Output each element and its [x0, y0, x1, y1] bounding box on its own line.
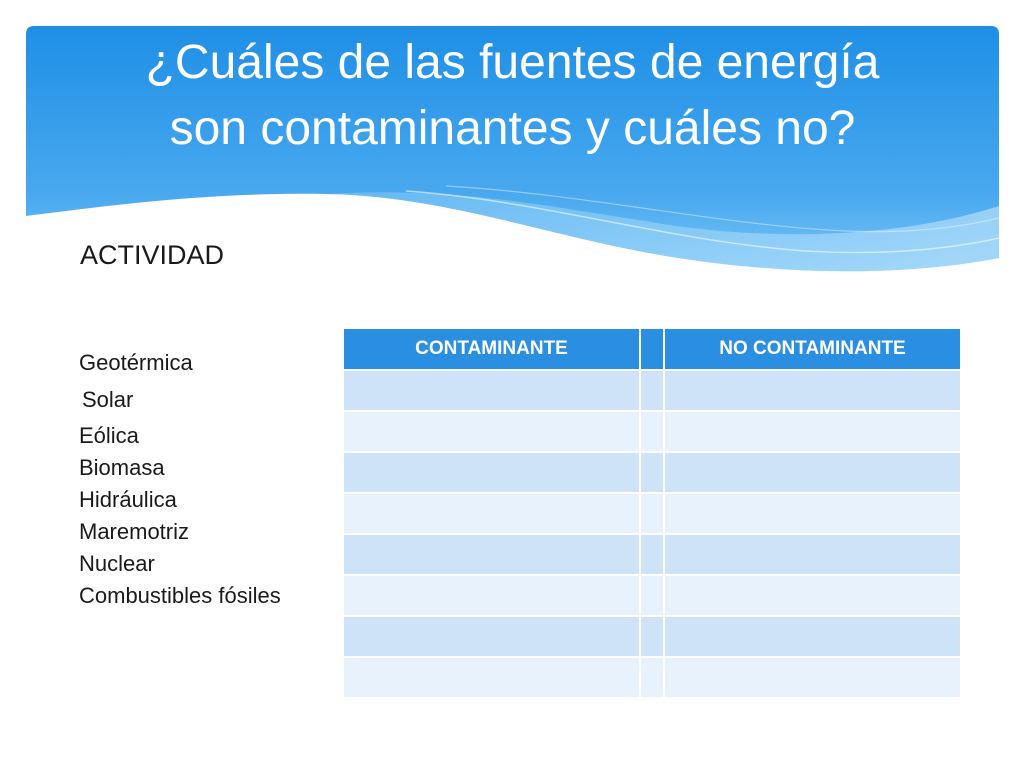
cell-spacer — [641, 576, 663, 615]
table-row — [344, 371, 960, 410]
cell-no-contaminante[interactable] — [665, 617, 960, 656]
cell-contaminante[interactable] — [344, 576, 639, 615]
cell-spacer — [641, 371, 663, 410]
cell-contaminante[interactable] — [344, 617, 639, 656]
title-line-1: ¿Cuáles de las fuentes de energía — [145, 36, 880, 89]
wave-background — [26, 26, 999, 272]
cell-no-contaminante[interactable] — [665, 453, 960, 492]
table-row — [344, 453, 960, 492]
page-title: ¿Cuáles de las fuentes de energía son co… — [26, 30, 999, 162]
header-contaminante: CONTAMINANTE — [344, 329, 639, 369]
table-row — [344, 617, 960, 656]
cell-no-contaminante[interactable] — [665, 535, 960, 574]
list-item: Maremotriz — [79, 519, 190, 544]
header-no-contaminante: NO CONTAMINANTE — [665, 329, 960, 369]
list-item: Hidráulica — [79, 487, 177, 512]
cell-no-contaminante[interactable] — [665, 576, 960, 615]
cell-spacer — [641, 453, 663, 492]
list-item: Biomasa — [79, 455, 165, 480]
cell-spacer — [641, 658, 663, 697]
list-item: Solar — [82, 387, 134, 412]
list-item: Eólica — [79, 423, 139, 448]
cell-spacer — [641, 412, 663, 451]
cell-contaminante[interactable] — [344, 453, 639, 492]
cell-contaminante[interactable] — [344, 412, 639, 451]
list-item: Geotérmica — [79, 350, 193, 375]
cell-spacer — [641, 617, 663, 656]
list-item: Nuclear — [79, 551, 155, 576]
title-line-2: son contaminantes y cuáles no? — [169, 102, 856, 155]
cell-spacer — [641, 494, 663, 533]
table-row — [344, 535, 960, 574]
classification-table: CONTAMINANTE NO CONTAMINANTE — [342, 327, 962, 699]
cell-no-contaminante[interactable] — [665, 371, 960, 410]
table-row — [344, 576, 960, 615]
title-banner — [26, 26, 999, 286]
subtitle: ACTIVIDAD — [80, 240, 225, 270]
cell-no-contaminante[interactable] — [665, 494, 960, 533]
header-spacer — [641, 329, 663, 369]
cell-no-contaminante[interactable] — [665, 412, 960, 451]
cell-no-contaminante[interactable] — [665, 658, 960, 697]
cell-contaminante[interactable] — [344, 494, 639, 533]
cell-spacer — [641, 535, 663, 574]
table-row — [344, 494, 960, 533]
list-item: Combustibles fósiles — [79, 583, 281, 608]
table-row — [344, 658, 960, 697]
table-row — [344, 412, 960, 451]
cell-contaminante[interactable] — [344, 535, 639, 574]
cell-contaminante[interactable] — [344, 658, 639, 697]
table-header-row: CONTAMINANTE NO CONTAMINANTE — [344, 329, 960, 369]
cell-contaminante[interactable] — [344, 371, 639, 410]
